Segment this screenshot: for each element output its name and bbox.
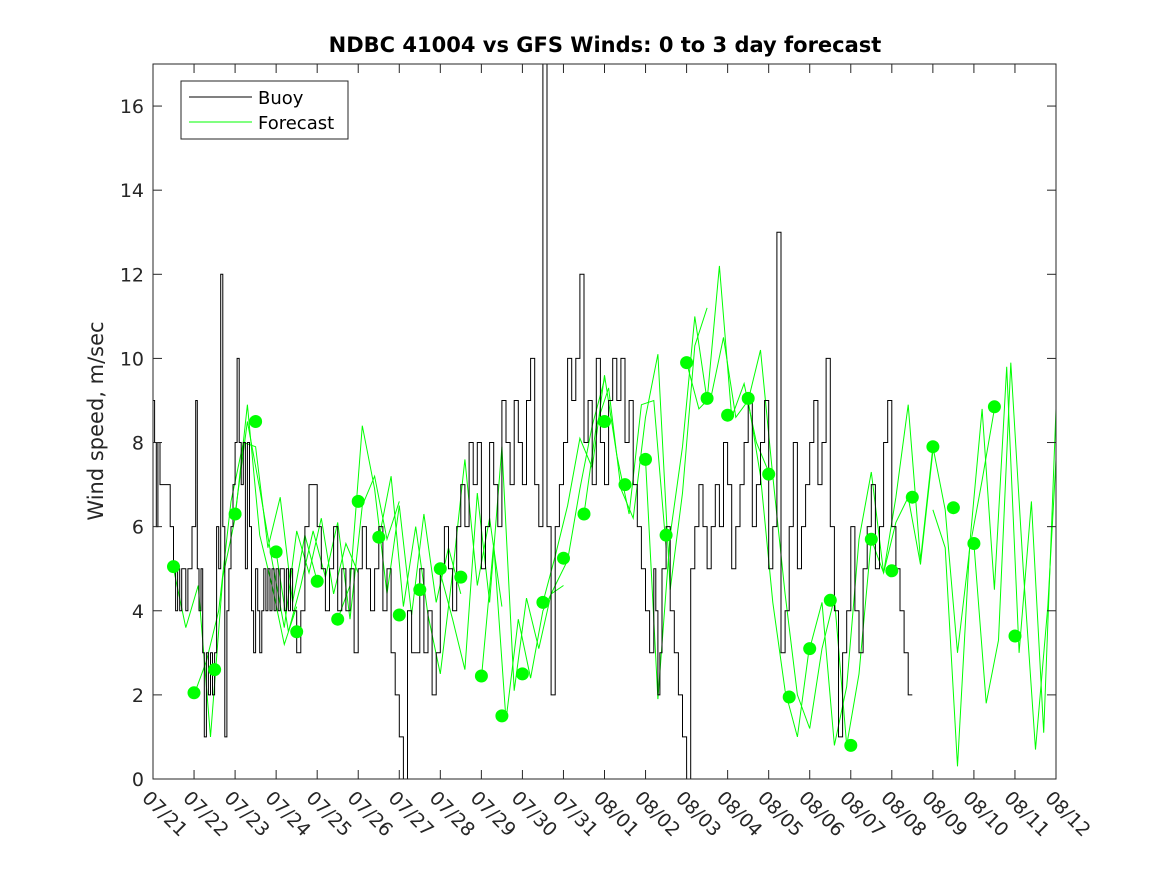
forecast-marker-40 [987, 400, 1001, 414]
forecast-line-8 [542, 375, 667, 603]
forecast-line-16 [973, 362, 1057, 750]
forecast-marker-31 [803, 642, 817, 656]
forecast-marker-13 [433, 562, 447, 576]
forecast-marker-41 [1008, 629, 1022, 643]
forecast-marker-9 [351, 494, 365, 508]
forecast-line-9 [583, 307, 708, 590]
forecast-line-1 [193, 441, 318, 696]
y-tick-label: 8 [132, 433, 144, 455]
forecast-marker-38 [946, 501, 960, 515]
forecast-marker-32 [823, 593, 837, 607]
forecast-marker-7 [310, 574, 324, 588]
legend: Buoy Forecast [180, 80, 349, 140]
forecast-marker-16 [495, 709, 509, 723]
forecast-marker-4 [249, 415, 263, 428]
forecast-marker-35 [885, 564, 899, 578]
y-tick-label: 14 [120, 180, 144, 202]
y-tick-label: 6 [132, 517, 144, 539]
forecast-marker-22 [618, 478, 632, 492]
forecast-marker-27 [721, 408, 735, 422]
forecast-line-7 [480, 379, 605, 721]
forecast-line-3 [275, 474, 400, 632]
forecast-line-15 [932, 366, 1057, 767]
forecast-markers [167, 356, 1022, 752]
legend-box [180, 80, 349, 140]
forecast-marker-5 [269, 545, 283, 559]
forecast-marker-6 [290, 625, 304, 639]
forecast-marker-10 [372, 530, 386, 544]
forecast-marker-19 [557, 551, 570, 565]
legend-label-forecast: Forecast [258, 113, 334, 134]
y-tick-label: 2 [132, 685, 144, 707]
y-axis-label: Wind speed, m/sec [84, 321, 108, 520]
forecast-marker-0 [167, 560, 180, 574]
forecast-marker-28 [741, 391, 755, 405]
forecast-marker-14 [454, 570, 468, 584]
y-tick-label: 12 [120, 264, 144, 286]
forecast-marker-11 [392, 608, 406, 622]
forecast-marker-12 [413, 583, 427, 597]
forecast-marker-20 [577, 507, 591, 521]
forecast-marker-17 [515, 667, 529, 681]
forecast-marker-33 [844, 738, 858, 752]
forecast-marker-21 [598, 415, 611, 428]
forecast-marker-30 [782, 690, 796, 704]
y-tick-label: 16 [120, 96, 144, 118]
forecast-marker-2 [208, 663, 222, 677]
y-tick-label: 4 [132, 601, 144, 623]
forecast-marker-37 [926, 440, 940, 454]
forecast-marker-15 [474, 669, 488, 683]
forecast-marker-39 [967, 537, 981, 550]
forecast-marker-34 [864, 532, 878, 546]
y-tick-label: 0 [132, 769, 144, 791]
y-tick-label: 10 [120, 348, 144, 370]
forecast-marker-8 [331, 612, 345, 626]
forecast-marker-29 [762, 467, 776, 481]
buoy-series [153, 63, 913, 780]
forecast-marker-3 [228, 507, 242, 521]
legend-label-buoy: Buoy [258, 88, 304, 109]
forecast-marker-18 [536, 595, 550, 609]
forecast-marker-26 [700, 391, 714, 405]
forecast-marker-24 [659, 528, 673, 542]
buoy-line [153, 63, 913, 780]
forecast-marker-25 [680, 356, 694, 370]
forecast-marker-23 [639, 452, 652, 466]
forecast-line-13 [809, 450, 934, 746]
chart-title: NDBC 41004 vs GFS Winds: 0 to 3 day fore… [329, 33, 882, 57]
forecast-marker-36 [905, 490, 919, 504]
forecast-marker-1 [187, 686, 201, 700]
